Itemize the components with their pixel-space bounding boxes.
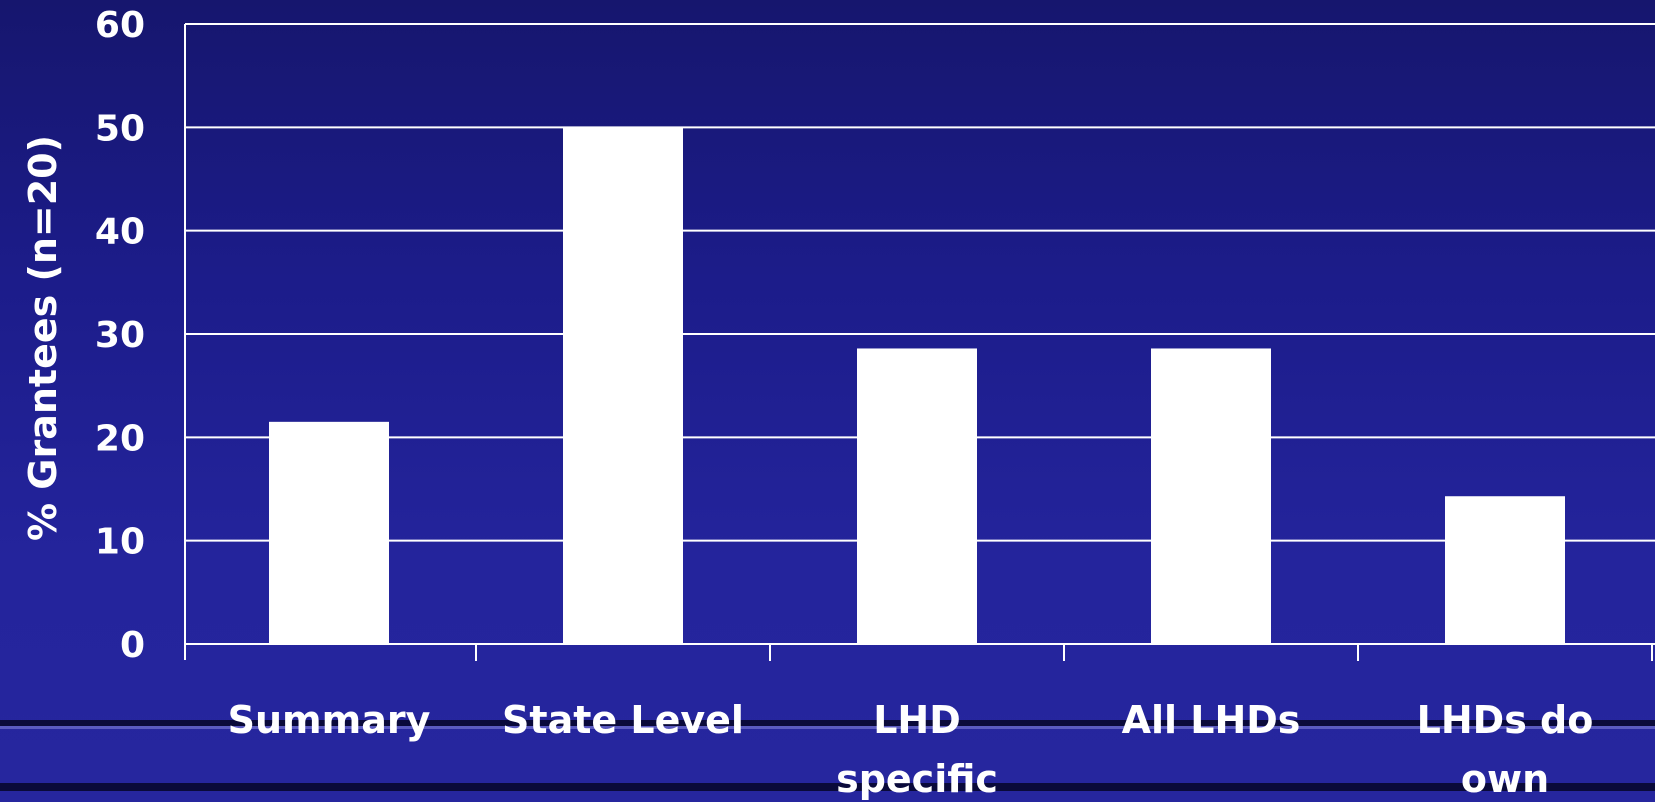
labels: 0 10 20 30 40 50 60 Summary State Level LHD specif… (95, 5, 1593, 801)
x-category-label: State Level (502, 698, 744, 742)
bars (269, 127, 1565, 645)
bottom-stripe-dark-2 (0, 783, 1655, 791)
axes (184, 24, 1653, 661)
x-category-label-line: All LHDs (1122, 698, 1301, 742)
bottom-stripe-dark (0, 720, 1655, 726)
bar-4 (1445, 496, 1565, 644)
y-tick-label: 30 (95, 315, 145, 356)
x-category-label-line: specific (836, 757, 998, 801)
bottom-stripe-light (0, 726, 1655, 729)
bar-2 (857, 348, 977, 644)
y-tick-label: 0 (120, 625, 145, 666)
y-tick-label: 60 (95, 5, 145, 46)
x-category-label: LHD specific (836, 698, 998, 801)
y-tick-label: 10 (95, 522, 145, 563)
bar-3 (1151, 348, 1271, 644)
x-category-label: LHDs do own (1417, 698, 1594, 801)
bar-1 (563, 127, 683, 645)
x-category-label-line: LHDs do (1417, 698, 1594, 742)
bar-0 (269, 421, 389, 644)
y-tick-label: 50 (95, 108, 145, 149)
x-category-label: All LHDs (1122, 698, 1301, 742)
x-category-label-line: own (1461, 757, 1549, 801)
y-tick-label: 20 (95, 418, 145, 459)
y-tick-label: 40 (95, 212, 145, 253)
x-category-label-line: LHD (873, 698, 961, 742)
x-category-label-line: Summary (228, 698, 431, 742)
x-category-label: Summary (228, 698, 431, 742)
y-axis-title: % Grantees (n=20) (21, 135, 65, 541)
x-category-label-line: State Level (502, 698, 744, 742)
